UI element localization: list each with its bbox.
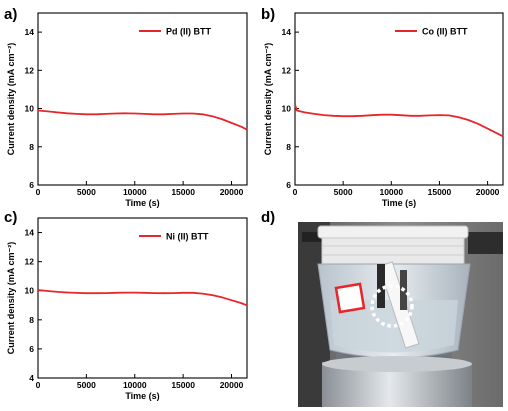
y-tick-label-c: 14 [25,228,35,238]
plot-frame-a [37,12,248,186]
legend-label-c: Ni (II) BTT [166,232,209,242]
x-tick-label-c: 10000 [123,380,147,390]
series-line-c [37,289,248,307]
y-tick-label-b: 10 [282,104,292,114]
y-tick-label-b: 12 [282,65,292,75]
x-tick-label-c: 0 [36,380,41,390]
x-axis-title-a: Time (s) [125,198,159,208]
y-tick-label-b: 14 [282,27,292,37]
panel-label-c: c) [4,209,17,226]
x-tick-label-a: 10000 [123,187,147,197]
y-tick-label-c: 6 [29,344,34,354]
y-tick-label-c: 4 [29,373,34,383]
x-tick-label-a: 0 [36,187,41,197]
y-tick-label-c: 12 [25,257,35,267]
y-tick-label-a: 14 [25,27,35,37]
photo-panel-d: d) [261,209,503,407]
y-tick-label-a: 10 [25,104,35,114]
x-tick-label-b: 5000 [334,187,353,197]
x-tick-label-a: 15000 [171,187,195,197]
panel-label-b: b) [261,6,275,23]
y-tick-label-a: 8 [29,142,34,152]
chart-panel-b: b) 0 5000 10000 15000 20000 6 8 10 12 14 Time (s) Cu… [261,6,504,208]
legend-label-a: Pd (II) BTT [166,27,211,37]
x-tick-label-c: 15000 [171,380,195,390]
photo-image [298,222,503,407]
y-axis-title-c: Current density (mA cm⁻²) [6,242,16,354]
y-tick-label-c: 10 [25,286,35,296]
series-line-b [294,104,504,138]
y-tick-label-a: 6 [29,180,34,190]
series-line-a [37,109,248,131]
panel-label-d: d) [261,209,275,226]
y-axis-title-a: Current density (mA cm⁻²) [6,43,16,155]
y-tick-label-a: 12 [25,65,35,75]
panel-label-a: a) [4,6,17,23]
chart-panel-c: c) 0 5000 10000 15000 20000 4 6 8 10 12 14 Time (s) C… [4,209,248,401]
x-axis-title-c: Time (s) [125,391,159,401]
x-tick-label-b: 20000 [476,187,500,197]
x-axis-title-b: Time (s) [382,198,416,208]
plot-frame-c [37,217,248,379]
y-tick-label-b: 8 [286,142,291,152]
y-tick-label-b: 6 [286,180,291,190]
y-tick-label-c: 8 [29,315,34,325]
x-tick-label-c: 5000 [77,380,96,390]
x-tick-label-a: 5000 [77,187,96,197]
x-tick-label-b: 10000 [379,187,403,197]
y-axis-title-b: Current density (mA cm⁻²) [263,43,273,155]
x-tick-label-c: 20000 [220,380,244,390]
legend-label-b: Co (II) BTT [422,27,468,37]
chart-panel-a: a) 0 5000 10000 15000 20000 6 8 10 12 14 Time (s) Cu… [4,6,248,208]
x-tick-label-b: 15000 [428,187,452,197]
plot-frame-b [294,12,504,186]
x-tick-label-b: 0 [293,187,298,197]
x-tick-label-a: 20000 [220,187,244,197]
